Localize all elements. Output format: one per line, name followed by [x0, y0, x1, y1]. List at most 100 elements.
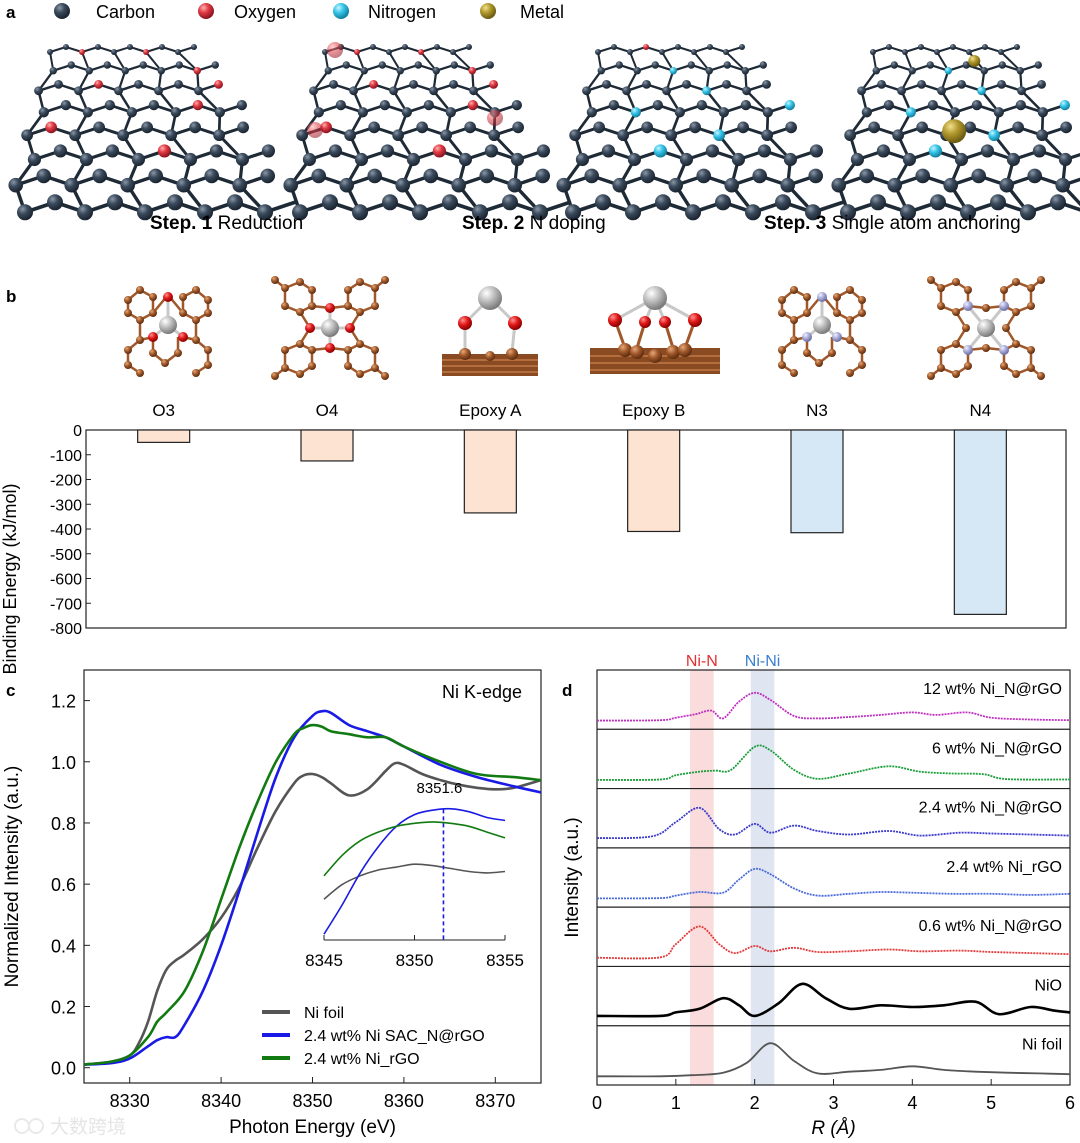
series-label: 2.4 wt% Ni_rGO [946, 859, 1062, 876]
series-line [596, 925, 1071, 960]
carbon-atom [886, 44, 892, 50]
x-tick-label: 3 [828, 1093, 838, 1113]
carbon-atom [434, 44, 440, 50]
carbon-atom [63, 44, 69, 50]
y-tick-label: 0.4 [51, 936, 76, 956]
carbon-atom [412, 204, 428, 221]
carbon-atom [111, 49, 117, 55]
carbon-atom [615, 61, 623, 69]
carbon-atom [311, 168, 327, 184]
carbon-atom [759, 61, 767, 69]
x-axis-label: Photon Energy (eV) [229, 1117, 396, 1138]
carbon-atom [484, 144, 498, 158]
carbon-atom [227, 194, 243, 211]
y-tick-label: -300 [50, 497, 82, 514]
highlight-band [750, 670, 775, 1085]
oxygen-atom [468, 66, 476, 75]
carbon-atom [872, 66, 880, 75]
carbon-atom [962, 61, 970, 69]
nitrogen-atom [653, 144, 668, 158]
carbon-atom [937, 86, 946, 96]
x-tick-label: 6 [1065, 1093, 1075, 1113]
y-tick-label: -800 [50, 621, 82, 638]
oxygen-atom [79, 49, 85, 55]
carbon-atom [141, 121, 153, 134]
carbon-atom [92, 168, 107, 184]
carbon-atom [302, 152, 316, 167]
inset-x-tick-label: 8355 [486, 951, 524, 970]
carbon-atom [370, 44, 376, 50]
step1-caption: Step. 1 Reduction [150, 213, 303, 234]
nitrogen-atom [702, 86, 711, 96]
carbon-atom [204, 168, 219, 184]
plot-frame [85, 429, 1067, 629]
carbon-atom [993, 107, 1004, 118]
carbon-atom [191, 44, 197, 50]
carbon-atom [414, 61, 422, 69]
carbon-atom [861, 107, 872, 118]
oxygen-atom [320, 121, 332, 134]
carbon-atom [633, 66, 641, 75]
structure-o4 [271, 276, 389, 380]
carbon-bond [452, 51, 473, 72]
series-label: Ni foil [1022, 1037, 1062, 1054]
carbon-atom [569, 129, 582, 142]
carbon-atom [82, 107, 93, 118]
series-line [596, 982, 1071, 1018]
legend-nitrogen-label: Nitrogen [368, 2, 436, 22]
carbon-atom [682, 79, 691, 89]
carbon-atom [502, 194, 518, 211]
carbon-atom [622, 86, 631, 96]
binding-energy-chart: 0 -100 -200 -300 -400 -500 -600 -700 -800 Binding… [0, 401, 1067, 675]
nitrogen-atom [905, 107, 916, 118]
carbon-atom [597, 66, 605, 75]
carbon-atom [930, 194, 946, 211]
carbon-atom [292, 204, 308, 221]
carbon-atom [1060, 121, 1072, 134]
carbon-atom [432, 66, 440, 75]
carbon-atom [980, 144, 995, 158]
carbon-atom [328, 144, 342, 158]
carbon-atom [401, 107, 412, 118]
carbon-atom [625, 204, 641, 221]
carbon-atom [950, 44, 956, 50]
carbon-atom [335, 100, 346, 111]
carbon-atom [313, 107, 324, 118]
y-axis-label: Intensity (a.u.) [562, 817, 583, 937]
carbon-bond [177, 51, 198, 72]
carbon-atom [687, 61, 695, 69]
carbon-atom [79, 152, 93, 167]
x-tick-label: 8370 [475, 1091, 515, 1111]
carbon-atom [805, 204, 821, 221]
carbon-atom [357, 107, 368, 118]
carbon-atom [722, 79, 731, 89]
structure-n3 [778, 286, 866, 377]
carbon-atom [785, 121, 798, 134]
category-label: Epoxy A [459, 401, 522, 420]
carbon-atom [127, 44, 133, 50]
carbon-atom [890, 61, 898, 69]
carbon-atom [47, 194, 63, 211]
carbon-atom [121, 66, 129, 75]
carbon-atom [745, 204, 761, 221]
carbon-atom [897, 86, 906, 96]
carbon-atom [696, 100, 707, 111]
series-label: 12 wt% Ni_N@rGO [923, 681, 1062, 698]
x-tick-label: 8340 [201, 1091, 241, 1111]
carbon-atom [685, 204, 701, 221]
carbon-atom [602, 79, 611, 89]
exafs-chart: Ni-N Ni-Ni 12 wt% Ni_N@rGO 6 wt% Ni_N@rGO 2.… [562, 653, 1075, 1139]
carbon-atom [54, 79, 64, 89]
carbon-atom [668, 177, 683, 193]
carbon-atom [612, 177, 627, 193]
carbon-atom [451, 177, 467, 193]
y-axis-label: Normalized Intensity (a.u.) [2, 766, 23, 988]
carbon-atom [360, 66, 368, 75]
watermark: 大数跨境 [14, 1116, 126, 1138]
bar-epoxy-a [463, 429, 517, 514]
nitrogen-atom [1059, 100, 1071, 111]
x-tick-label: 0 [592, 1093, 602, 1113]
category-label: Epoxy B [622, 401, 685, 420]
carbon-atom [38, 107, 49, 118]
y-tick-label: -200 [50, 473, 82, 490]
